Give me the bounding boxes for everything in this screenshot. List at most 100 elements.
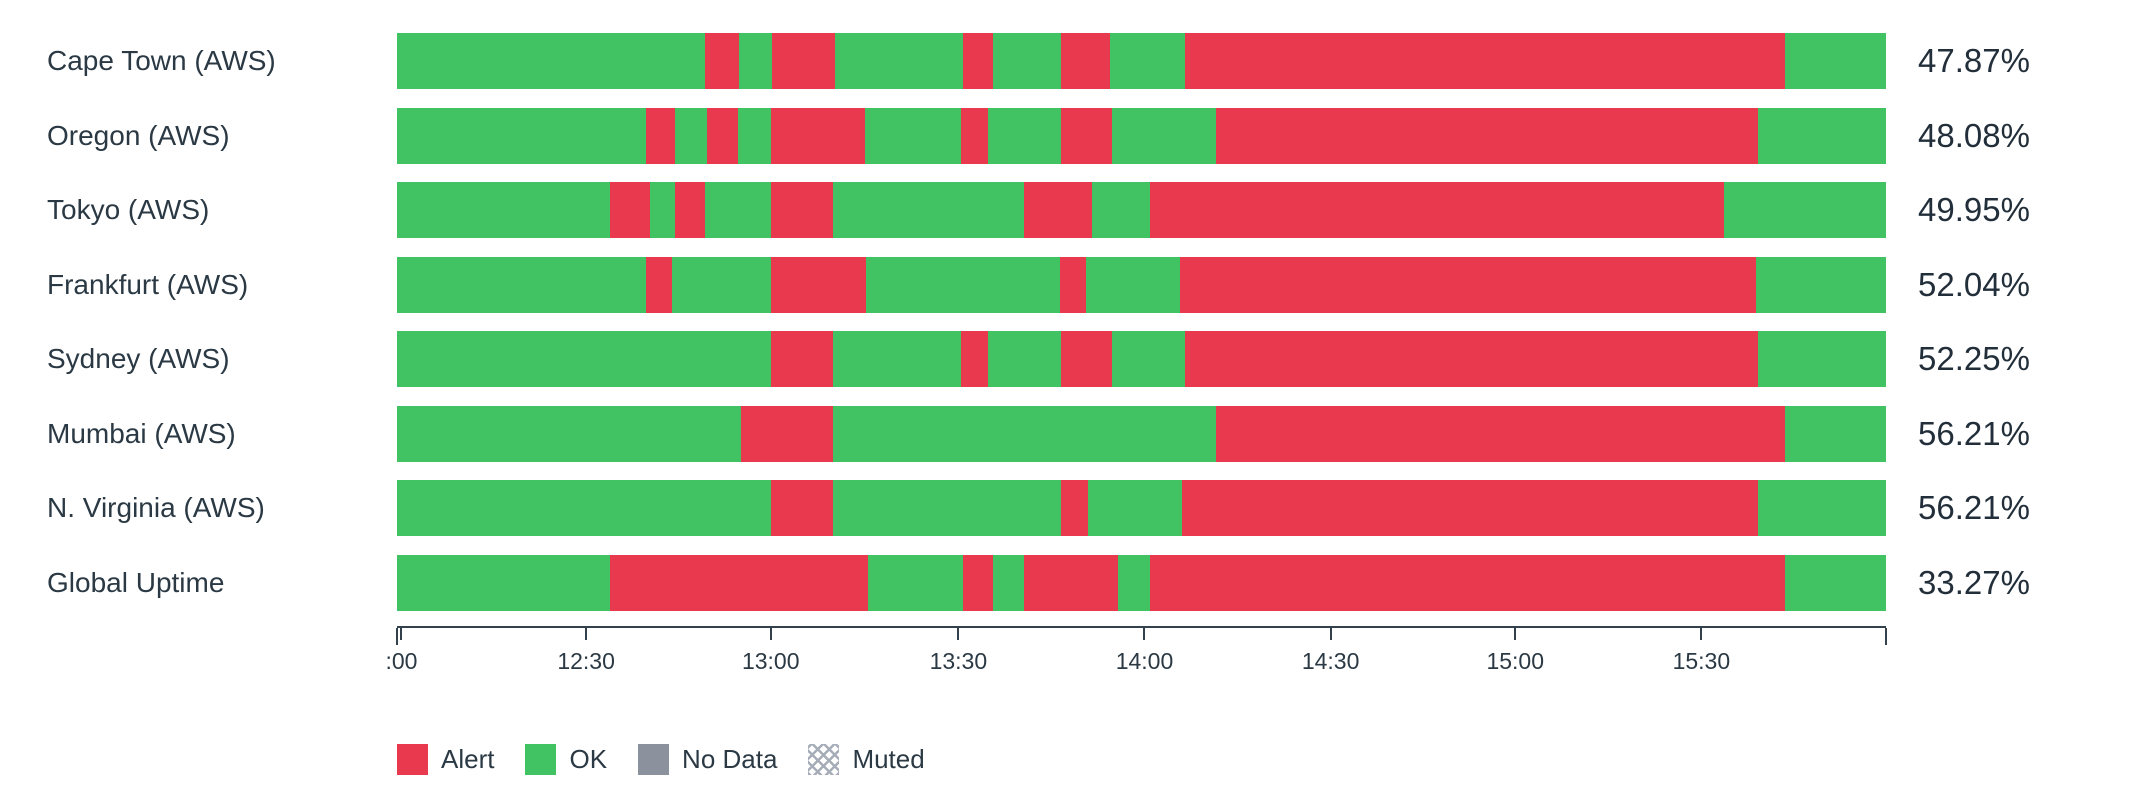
status-segment-alert[interactable] (1023, 182, 1093, 239)
status-segment-ok[interactable] (1756, 256, 1886, 313)
status-segment-alert[interactable] (1180, 256, 1757, 313)
status-segment-ok[interactable] (1757, 331, 1886, 388)
axis-tick (1700, 628, 1703, 640)
status-segment-alert[interactable] (1023, 554, 1118, 611)
status-bar[interactable] (397, 107, 1886, 164)
status-segment-ok[interactable] (397, 405, 741, 462)
status-segment-alert[interactable] (961, 331, 989, 388)
status-segment-alert[interactable] (1184, 331, 1758, 388)
legend-swatch-icon (525, 744, 557, 775)
status-segment-alert[interactable] (1150, 182, 1724, 239)
status-segment-ok[interactable] (675, 107, 707, 164)
status-bar[interactable] (397, 554, 1886, 611)
status-segment-alert[interactable] (961, 107, 989, 164)
status-segment-alert[interactable] (675, 182, 706, 239)
status-segment-alert[interactable] (772, 33, 835, 90)
legend-item-no-data[interactable]: No Data (638, 744, 777, 775)
status-segment-ok[interactable] (739, 33, 773, 90)
status-segment-alert[interactable] (1215, 107, 1758, 164)
status-segment-alert[interactable] (1061, 33, 1111, 90)
legend-item-ok[interactable]: OK (525, 744, 607, 775)
status-segment-ok[interactable] (864, 107, 962, 164)
status-segment-ok[interactable] (397, 256, 646, 313)
status-segment-alert[interactable] (770, 107, 865, 164)
uptime-percentage: 49.95% (1918, 191, 2030, 229)
status-bar[interactable] (397, 256, 1886, 313)
status-segment-ok[interactable] (1086, 256, 1181, 313)
axis-tick-label: :00 (385, 648, 418, 674)
status-segment-alert[interactable] (962, 554, 993, 611)
status-row: Global Uptime 33.27% (0, 546, 2134, 621)
status-segment-ok[interactable] (1757, 480, 1886, 537)
axis-tick-label: 15:00 (1486, 648, 1545, 674)
status-segment-ok[interactable] (1757, 107, 1886, 164)
status-segment-alert[interactable] (770, 331, 834, 388)
status-bar[interactable] (397, 182, 1886, 239)
status-bar[interactable] (397, 331, 1886, 388)
status-segment-ok[interactable] (992, 554, 1024, 611)
status-bar[interactable] (397, 480, 1886, 537)
status-segment-ok[interactable] (397, 331, 771, 388)
status-row: Mumbai (AWS) 56.21% (0, 397, 2134, 472)
status-segment-ok[interactable] (397, 182, 610, 239)
status-segment-ok[interactable] (992, 33, 1062, 90)
status-segment-ok[interactable] (1111, 107, 1216, 164)
legend-label: No Data (682, 744, 778, 774)
legend-item-muted[interactable]: Muted (808, 744, 925, 775)
status-segment-alert[interactable] (1184, 33, 1785, 90)
status-segment-alert[interactable] (770, 480, 834, 537)
status-segment-ok[interactable] (1087, 480, 1182, 537)
status-segment-ok[interactable] (833, 480, 1062, 537)
status-segment-ok[interactable] (397, 480, 771, 537)
status-segment-ok[interactable] (834, 33, 963, 90)
status-segment-alert[interactable] (1061, 107, 1112, 164)
status-segment-alert[interactable] (1061, 331, 1112, 388)
status-segment-alert[interactable] (740, 405, 834, 462)
status-segment-alert[interactable] (770, 256, 866, 313)
status-segment-alert[interactable] (1150, 554, 1785, 611)
status-segment-alert[interactable] (1181, 480, 1758, 537)
status-segment-ok[interactable] (737, 107, 771, 164)
status-segment-alert[interactable] (706, 107, 738, 164)
status-segment-ok[interactable] (1784, 33, 1886, 90)
status-segment-ok[interactable] (672, 256, 771, 313)
legend-item-alert[interactable]: Alert (397, 744, 494, 775)
status-segment-alert[interactable] (1059, 256, 1087, 313)
status-segment-alert[interactable] (645, 107, 676, 164)
status-segment-alert[interactable] (1215, 405, 1785, 462)
status-segment-ok[interactable] (705, 182, 771, 239)
status-segment-alert[interactable] (705, 33, 740, 90)
status-segment-ok[interactable] (833, 405, 1216, 462)
status-bar[interactable] (397, 405, 1886, 462)
status-segment-ok[interactable] (397, 107, 646, 164)
status-segment-alert[interactable] (1061, 480, 1088, 537)
status-segment-ok[interactable] (1723, 182, 1886, 239)
status-segment-ok[interactable] (1117, 554, 1151, 611)
uptime-percentage: 56.21% (1918, 414, 2030, 452)
status-rows: Cape Town (AWS) 47.87% Oregon (AWS) 48.08% T… (0, 33, 2134, 621)
status-segment-alert[interactable] (962, 33, 993, 90)
status-segment-ok[interactable] (397, 554, 610, 611)
status-segment-alert[interactable] (609, 554, 868, 611)
status-segment-ok[interactable] (988, 331, 1062, 388)
axis-tick-label: 15:30 (1672, 648, 1731, 674)
status-segment-ok[interactable] (650, 182, 676, 239)
status-segment-ok[interactable] (1784, 554, 1886, 611)
status-segment-ok[interactable] (866, 256, 1060, 313)
status-segment-alert[interactable] (609, 182, 651, 239)
uptime-percentage: 52.25% (1918, 340, 2030, 378)
legend-swatch-icon (397, 744, 428, 775)
status-segment-ok[interactable] (833, 331, 962, 388)
axis-endcap-tick (1885, 628, 1887, 645)
status-segment-alert[interactable] (645, 256, 673, 313)
status-segment-ok[interactable] (1111, 331, 1185, 388)
status-segment-ok[interactable] (988, 107, 1062, 164)
status-segment-alert[interactable] (770, 182, 834, 239)
status-segment-ok[interactable] (1092, 182, 1151, 239)
status-segment-ok[interactable] (397, 33, 706, 90)
status-segment-ok[interactable] (833, 182, 1024, 239)
status-segment-ok[interactable] (1784, 405, 1886, 462)
status-segment-ok[interactable] (867, 554, 963, 611)
status-bar[interactable] (397, 33, 1886, 90)
status-segment-ok[interactable] (1110, 33, 1185, 90)
